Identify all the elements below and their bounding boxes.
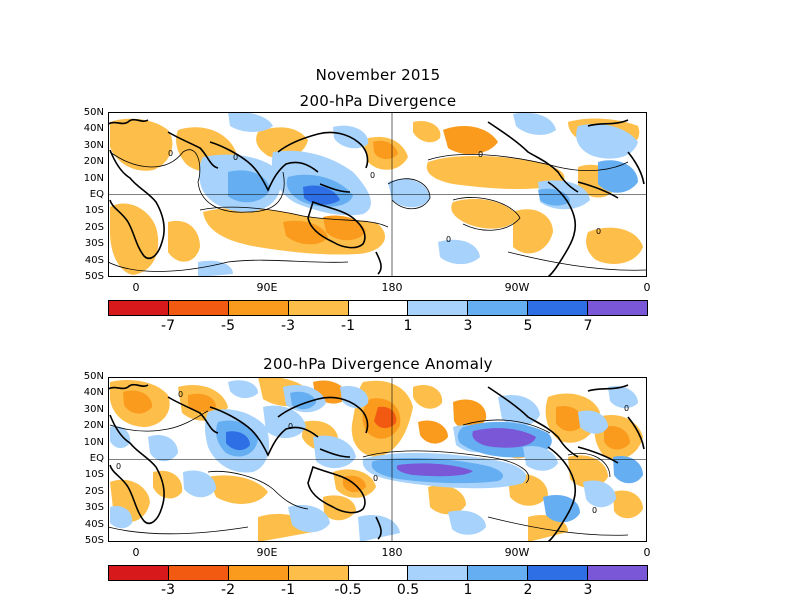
contour-label: 0 bbox=[478, 150, 483, 159]
colorbar-swatch bbox=[109, 566, 169, 580]
colorbar-label: 1 bbox=[463, 582, 473, 598]
divergence-gridlines bbox=[108, 112, 647, 277]
lat-label: 40N bbox=[83, 387, 104, 398]
contour-label: 0 bbox=[168, 149, 173, 158]
lon-label: 180 bbox=[381, 546, 403, 559]
lon-label: 180 bbox=[381, 281, 403, 294]
colorbar-label: -3 bbox=[161, 582, 175, 598]
colorbar-swatch bbox=[528, 301, 589, 315]
lon-label: 0 bbox=[643, 546, 651, 559]
lat-label: 30S bbox=[84, 238, 104, 249]
colorbar-label: 7 bbox=[583, 318, 593, 334]
anomaly-contour-labels: 0 0 0 0 0 0 bbox=[116, 390, 629, 515]
colorbar-label: 1 bbox=[403, 318, 413, 334]
lon-label: 0 bbox=[132, 546, 140, 559]
contour-label: 0 bbox=[592, 506, 597, 515]
divergence-anomaly-panel-title: 200-hPa Divergence Anomaly bbox=[263, 355, 493, 373]
lat-label: 20N bbox=[83, 156, 104, 167]
contour-label: 0 bbox=[116, 462, 121, 471]
divergence-coastlines bbox=[108, 118, 645, 277]
colorbar-label: 3 bbox=[583, 582, 593, 598]
contour-label: 0 bbox=[233, 153, 238, 162]
contour-label: 0 bbox=[373, 474, 378, 483]
colorbar-label: 0.5 bbox=[396, 582, 420, 598]
colorbar-label: -1 bbox=[341, 318, 355, 334]
colorbar-swatch bbox=[408, 566, 469, 580]
contour-label: 0 bbox=[596, 227, 601, 236]
lat-label: 40N bbox=[83, 123, 104, 134]
lon-label: 90E bbox=[256, 281, 278, 294]
divergence-contour-labels: 0 0 0 0 0 0 bbox=[168, 149, 601, 244]
colorbar-swatch bbox=[588, 566, 648, 580]
colorbar-label: 3 bbox=[463, 318, 473, 334]
lat-label: 40S bbox=[84, 519, 104, 530]
contour-label: 0 bbox=[288, 422, 293, 431]
colorbar-label: -3 bbox=[281, 318, 295, 334]
anomaly-colorbar bbox=[108, 565, 648, 581]
lon-label: 0 bbox=[132, 281, 140, 294]
lat-label: 50S bbox=[84, 271, 104, 282]
contour-label: 0 bbox=[446, 235, 451, 244]
colorbar-label: 2 bbox=[523, 582, 533, 598]
lat-label: EQ bbox=[89, 453, 104, 464]
divergence-zero-contours bbox=[108, 149, 647, 272]
colorbar-swatch bbox=[348, 301, 409, 315]
divergence-anomaly-map: 0 0 0 0 0 0 bbox=[108, 377, 647, 542]
anomaly-coastlines bbox=[108, 383, 645, 542]
lat-label: 20N bbox=[83, 420, 104, 431]
lon-label: 0 bbox=[643, 281, 651, 294]
lat-label: 30N bbox=[83, 404, 104, 415]
colorbar-swatch bbox=[468, 301, 529, 315]
colorbar-swatch bbox=[588, 301, 648, 315]
lat-label: 30N bbox=[83, 140, 104, 151]
lon-label: 90W bbox=[504, 546, 530, 559]
colorbar-label: -0.5 bbox=[334, 582, 362, 598]
colorbar-swatch bbox=[348, 566, 409, 580]
colorbar-label: 5 bbox=[523, 318, 533, 334]
lat-label: EQ bbox=[89, 189, 104, 200]
lat-label: 50N bbox=[83, 107, 104, 118]
lat-label: 50S bbox=[84, 535, 104, 546]
colorbar-swatch bbox=[528, 566, 589, 580]
lon-label: 90W bbox=[504, 281, 530, 294]
lat-label: 30S bbox=[84, 502, 104, 513]
anomaly-gridlines bbox=[108, 377, 647, 542]
divergence-colorbar bbox=[108, 300, 648, 316]
lat-label: 10S bbox=[84, 205, 104, 216]
colorbar-swatch bbox=[288, 301, 349, 315]
colorbar-swatch bbox=[228, 566, 289, 580]
lat-label: 10S bbox=[84, 469, 104, 480]
colorbar-label: -1 bbox=[281, 582, 295, 598]
lat-label: 10N bbox=[83, 173, 104, 184]
colorbar-label: -2 bbox=[221, 582, 235, 598]
colorbar-label: -5 bbox=[221, 318, 235, 334]
lat-label: 10N bbox=[83, 437, 104, 448]
figure-date-title: November 2015 bbox=[315, 66, 441, 84]
divergence-map-frame bbox=[108, 112, 647, 277]
lat-label: 40S bbox=[84, 255, 104, 266]
contour-label: 0 bbox=[178, 390, 183, 399]
colorbar-swatch bbox=[288, 566, 349, 580]
divergence-panel-title: 200-hPa Divergence bbox=[299, 92, 457, 110]
colorbar-label: -7 bbox=[161, 318, 175, 334]
divergence-map: 0 0 0 0 0 0 bbox=[108, 112, 647, 277]
colorbar-swatch bbox=[168, 566, 229, 580]
lat-label: 50N bbox=[83, 371, 104, 382]
lon-label: 90E bbox=[256, 546, 278, 559]
contour-label: 0 bbox=[370, 171, 375, 180]
lat-label: 20S bbox=[84, 222, 104, 233]
colorbar-swatch bbox=[408, 301, 469, 315]
colorbar-swatch bbox=[168, 301, 229, 315]
colorbar-swatch bbox=[468, 566, 529, 580]
contour-label: 0 bbox=[624, 404, 629, 413]
lat-label: 20S bbox=[84, 486, 104, 497]
anomaly-map-frame bbox=[108, 377, 647, 542]
colorbar-swatch bbox=[228, 301, 289, 315]
colorbar-swatch bbox=[109, 301, 169, 315]
